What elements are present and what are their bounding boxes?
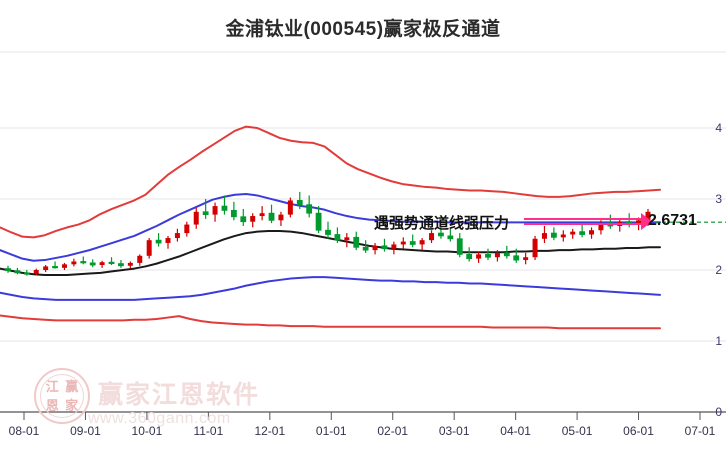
x-axis-tick: 05-01 bbox=[561, 424, 593, 438]
x-axis-tick: 12-01 bbox=[254, 424, 286, 438]
x-axis-tick: 09-01 bbox=[70, 424, 101, 438]
watermark-brand: 赢家江恩软件 bbox=[98, 381, 261, 410]
y-axis-tick: 4 bbox=[715, 121, 722, 135]
x-axis-tick: 04-01 bbox=[500, 424, 531, 438]
seal-char: 江 bbox=[45, 378, 59, 394]
x-axis-tick: 11-01 bbox=[193, 424, 224, 438]
seal-char: 恩 bbox=[45, 398, 59, 414]
x-axis-tick: 07-01 bbox=[684, 424, 716, 438]
x-axis-tick: 08-01 bbox=[8, 424, 40, 438]
x-axis-tick: 01-01 bbox=[315, 424, 347, 438]
x-axis-tick: 06-01 bbox=[623, 424, 654, 438]
y-axis-tick: 1 bbox=[715, 334, 722, 348]
seal-char: 家 bbox=[65, 398, 79, 414]
x-axis-tick: 10-01 bbox=[131, 424, 163, 438]
annotation-label: 遇强势通道线强压力 bbox=[374, 215, 510, 232]
watermark-seal-icon: 江 赢 恩 家 bbox=[34, 368, 90, 424]
current-price-label: 2.6731 bbox=[648, 212, 697, 229]
seal-char: 赢 bbox=[65, 378, 79, 394]
x-axis-tick: 02-01 bbox=[377, 424, 409, 438]
x-axis-tick: 03-01 bbox=[438, 424, 470, 438]
watermark: 江 赢 恩 家 赢家江恩软件 bbox=[34, 368, 260, 424]
page-title: 金浦钛业(000545)赢家极反通道 bbox=[225, 19, 501, 40]
y-axis-tick: 0 bbox=[715, 405, 722, 419]
y-axis-tick: 3 bbox=[715, 192, 722, 206]
y-axis-tick: 2 bbox=[715, 263, 722, 277]
watermark-url: www.360gann.com bbox=[88, 410, 231, 427]
